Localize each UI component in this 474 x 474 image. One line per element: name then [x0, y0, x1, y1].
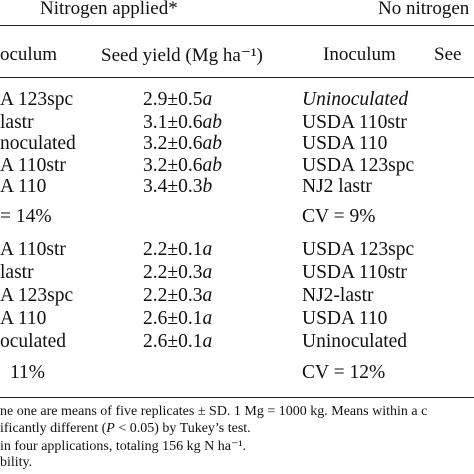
table-cell-inoculum-left: A 123spc — [0, 89, 74, 110]
table-cell-inoculum-left: lastr — [0, 262, 34, 283]
table-cell-inoculum-right: USDA 110 — [302, 133, 388, 154]
significance-letter: a — [202, 331, 213, 352]
group-header-no-nitrogen: No nitrogen — [378, 0, 470, 19]
table-cell-inoculum-right: USDA 110str — [302, 112, 407, 133]
table-cell-inoculum-left: A 110str — [0, 239, 66, 260]
significance-letter: ab — [202, 133, 222, 154]
cv-left: = 14% — [0, 206, 52, 227]
table-cell-yield: 2.2±0.3a — [143, 262, 213, 283]
header-bottom-rule — [0, 77, 474, 78]
significance-letter: b — [202, 176, 213, 197]
col-header-inoculum-left: oculum — [0, 44, 57, 65]
table-cell-inoculum-right: Uninoculated — [302, 89, 409, 110]
table-cell-yield: 2.6±0.1a — [143, 308, 213, 329]
table-cell-yield: 2.6±0.1a — [143, 331, 213, 352]
cv-left: 11% — [10, 362, 46, 383]
significance-letter: a — [202, 239, 213, 260]
table-cell-inoculum-right: Uninoculated — [302, 331, 408, 352]
significance-letter: a — [202, 262, 213, 283]
table-cell-inoculum-left: oculated — [0, 331, 67, 352]
significance-letter: a — [202, 308, 213, 329]
table-cell-inoculum-left: noculated — [0, 133, 76, 154]
footnote-line: ificantly different (P < 0.05) by Tukey’… — [0, 421, 251, 436]
col-header-seed-yield: Seed yield (Mg ha⁻¹) — [101, 45, 263, 66]
cv-right: CV = 12% — [302, 362, 386, 383]
table-cell-yield: 3.4±0.3b — [143, 176, 213, 197]
table-cell-inoculum-right: USDA 110str — [302, 262, 407, 283]
col-header-seed-right: See — [434, 44, 462, 65]
significance-letter: a — [202, 285, 213, 306]
group-header-nitrogen-applied: Nitrogen applied* — [40, 0, 178, 19]
significance-letter: ab — [202, 155, 222, 176]
col-header-inoculum-right: Inoculum — [323, 44, 396, 65]
table-cell-inoculum-left: A 110 — [0, 176, 47, 197]
table-cell-yield: 2.2±0.3a — [143, 285, 213, 306]
cv-right: CV = 9% — [302, 206, 376, 227]
table-bottom-rule — [0, 397, 474, 398]
table-cell-inoculum-right: NJ2-lastr — [302, 285, 374, 306]
table-cell-yield: 3.2±0.6ab — [143, 155, 222, 176]
significance-letter: ab — [202, 112, 222, 133]
table-cell-inoculum-right: USDA 123spc — [302, 155, 415, 176]
group-header-rule-left — [0, 25, 340, 26]
table-cell-inoculum-left: lastr — [0, 112, 34, 133]
significance-letter: a — [202, 89, 213, 110]
table-cell-inoculum-right: USDA 110 — [302, 308, 388, 329]
table-cell-inoculum-left: A 123spc — [0, 285, 74, 306]
table-cell-yield: 3.2±0.6ab — [143, 133, 222, 154]
table-cell-yield: 3.1±0.6ab — [143, 112, 222, 133]
table-cell-inoculum-right: USDA 123spc — [302, 239, 415, 260]
table-cell-inoculum-right: NJ2 lastr — [302, 176, 372, 197]
table-cell-inoculum-left: A 110 — [0, 308, 47, 329]
footnote-line: in four applications, totaling 156 kg N … — [0, 439, 247, 454]
table-cell-yield: 2.2±0.1a — [143, 239, 213, 260]
group-header-rule-right — [302, 25, 474, 26]
table-cell-yield: 2.9±0.5a — [143, 89, 213, 110]
footnote-line: bility. — [0, 455, 33, 470]
table-cell-inoculum-left: A 110str — [0, 155, 66, 176]
footnote-line: ne one are means of five replicates ± SD… — [0, 404, 428, 419]
